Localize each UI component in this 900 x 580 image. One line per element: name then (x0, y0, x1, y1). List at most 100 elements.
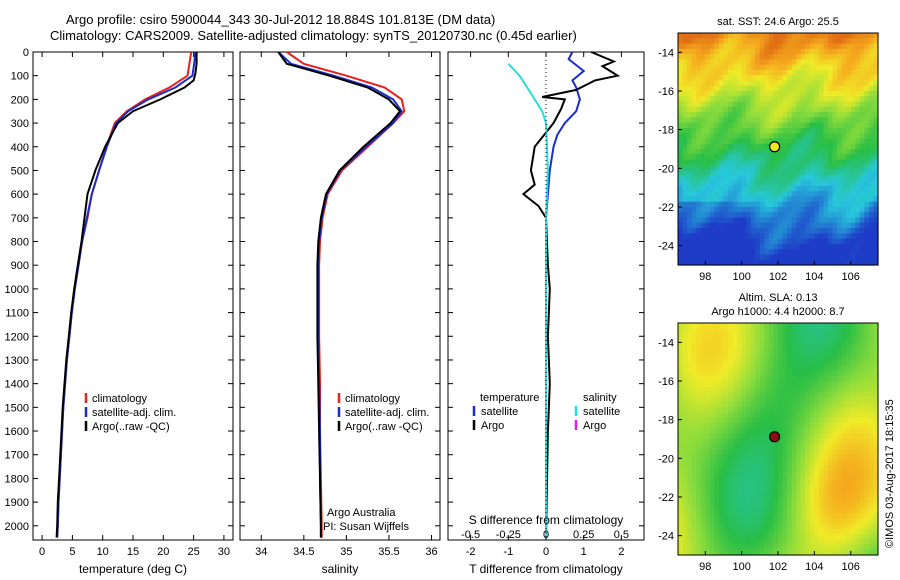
map-cell (823, 470, 829, 477)
map-cell (750, 249, 756, 256)
map-cell (796, 417, 802, 424)
map-cell (723, 217, 729, 224)
map-cell (755, 460, 761, 466)
map-cell (700, 112, 706, 118)
map-cell (850, 238, 856, 245)
map-cell (791, 154, 797, 161)
map-cell (818, 159, 825, 166)
map-cell (846, 402, 852, 408)
map-cell (764, 207, 770, 213)
map-cell (837, 164, 843, 171)
map-cell (855, 222, 861, 229)
map-cell (691, 481, 697, 488)
map-cell (805, 201, 811, 208)
map-cell (746, 33, 752, 39)
map-cell (723, 533, 729, 540)
map-cell (796, 112, 802, 118)
map-cell (700, 412, 706, 419)
map-cell (850, 470, 856, 477)
map-cell (700, 475, 706, 482)
map-cell (778, 396, 784, 403)
map-cell (832, 85, 838, 92)
map-cell (696, 417, 702, 424)
map-cell (841, 359, 847, 366)
map-cell (850, 64, 856, 71)
map-cell (841, 323, 847, 329)
map-cell (868, 449, 875, 456)
map-cell (728, 439, 734, 445)
map-cell (832, 349, 838, 356)
map-cell (818, 444, 825, 451)
map-cell (828, 143, 834, 150)
map-cell (859, 228, 865, 234)
map-cell (823, 69, 829, 76)
map-cell (732, 96, 738, 103)
map-cell (737, 507, 743, 514)
map-cell (859, 381, 865, 387)
map-cell (773, 91, 779, 97)
map-cell (841, 381, 847, 387)
map-cell (705, 407, 711, 414)
map-cell (714, 528, 720, 535)
map-cell (728, 386, 734, 393)
map-cell (841, 439, 847, 445)
map-cell (773, 133, 779, 140)
map-cell (755, 201, 761, 208)
map-cell (828, 164, 834, 171)
map-cell (828, 243, 834, 250)
map-cell (759, 544, 765, 551)
map-cell (755, 222, 761, 229)
map-cell (809, 486, 815, 493)
map-cell (705, 497, 711, 503)
map-cell (859, 407, 865, 414)
map-cell (709, 502, 715, 509)
map-cell (837, 185, 843, 192)
map-cell (709, 465, 715, 472)
map-cell (796, 243, 802, 250)
map-cell (868, 191, 875, 198)
map-cell (678, 228, 684, 234)
map-cell (778, 106, 784, 113)
map-cell (782, 127, 788, 134)
map-cell (696, 518, 702, 524)
map-cell (687, 212, 693, 219)
map-cell (859, 444, 865, 451)
map-cell (846, 391, 852, 398)
map-cell (732, 507, 738, 514)
map-cell (868, 507, 875, 514)
map-cell (778, 354, 784, 361)
map-cell (791, 85, 797, 92)
map-cell (832, 80, 838, 87)
map-cell (705, 91, 711, 97)
map-cell (718, 38, 725, 45)
map-cell (696, 249, 702, 256)
map-cell (800, 69, 806, 76)
map-cell (750, 460, 756, 466)
map-cell (791, 133, 797, 140)
map-cell (691, 201, 697, 208)
map-cell (705, 328, 711, 335)
map-cell (787, 33, 793, 39)
map-cell (800, 96, 806, 103)
map-cell (700, 465, 706, 472)
map-cell (814, 338, 820, 345)
map-cell (828, 228, 834, 234)
map-cell (787, 122, 793, 129)
map-cell (800, 433, 806, 440)
map-cell (750, 233, 756, 240)
map-cell (696, 217, 702, 224)
map-cell (773, 423, 779, 430)
map-cell (868, 465, 875, 472)
map-cell (714, 402, 720, 408)
map-cell (759, 475, 765, 482)
map-cell (787, 402, 793, 408)
map-cell (791, 143, 797, 150)
map-cell (782, 481, 788, 488)
map-cell (787, 38, 793, 45)
map-cell (718, 528, 725, 535)
map-cell (741, 454, 747, 461)
map-cell (741, 523, 747, 530)
map-cell (718, 101, 725, 108)
x-tick-label: 1 (581, 546, 587, 558)
